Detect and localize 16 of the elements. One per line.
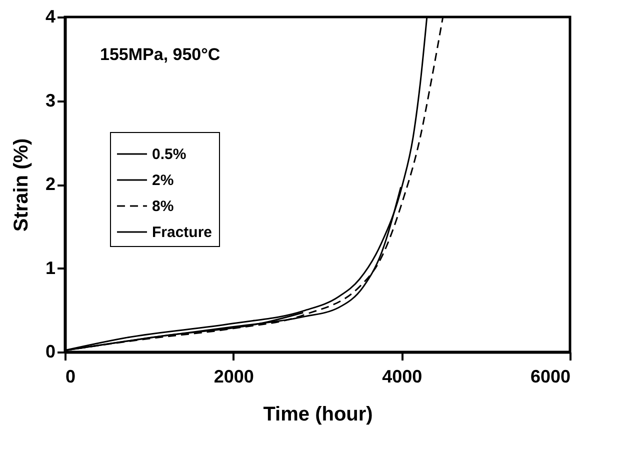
legend-label: 0.5% — [152, 146, 186, 163]
x-tick-label: 2000 — [214, 366, 254, 386]
x-tick-label: 0 — [66, 366, 76, 386]
y-tick-label: 1 — [45, 258, 56, 278]
legend-label: 2% — [152, 172, 174, 189]
y-tick-label: 0 — [45, 342, 56, 362]
y-tick-label: 2 — [45, 174, 56, 194]
legend-label: 8% — [152, 198, 174, 215]
x-axis-title: Time (hour) — [263, 404, 373, 426]
y-tick-label: 4 — [45, 6, 56, 26]
legend-label: Fracture — [152, 224, 212, 241]
y-axis-title: Strain (%) — [10, 138, 32, 232]
x-tick-label: 4000 — [382, 366, 422, 386]
annotation: 155MPa, 950°C — [100, 45, 220, 64]
x-tick-label: 6000 — [530, 366, 570, 386]
y-tick-label: 3 — [45, 90, 56, 110]
